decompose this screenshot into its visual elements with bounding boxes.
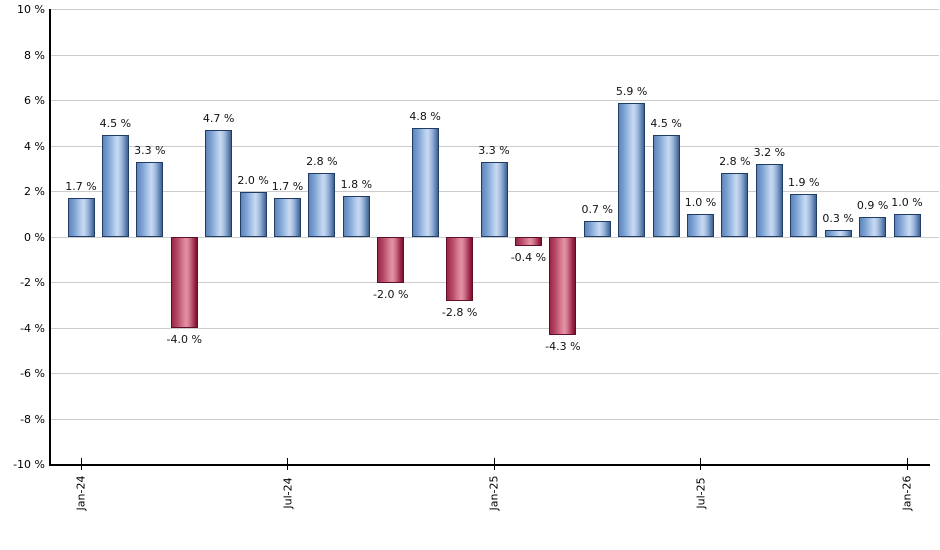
x-tick-mark [906, 458, 908, 470]
bar-positive [274, 198, 301, 237]
bar-positive [652, 134, 680, 237]
x-tick-label: Jan-25 [487, 475, 501, 511]
bar-negative [514, 237, 542, 247]
y-tick-label: 10 % [17, 3, 45, 16]
bar-value-label: -2.0 % [373, 287, 409, 301]
bar-value-label: 4.5 % [650, 116, 682, 130]
y-axis-line [48, 9, 51, 466]
bar-negative [549, 237, 577, 335]
x-tick-label: Jul-24 [281, 477, 294, 509]
y-tick-label: 6 % [24, 94, 45, 107]
bar-positive [859, 216, 887, 237]
gridline [50, 373, 939, 374]
gridline [50, 418, 939, 420]
bar-value-label: 1.7 % [271, 180, 304, 194]
x-axis-line [48, 464, 930, 466]
bar-positive [136, 161, 164, 237]
bar-value-label: -2.8 % [441, 305, 478, 319]
bar-value-label: 1.7 % [65, 180, 97, 194]
bar-value-label: 4.8 % [409, 109, 441, 123]
y-tick-label: -2 % [20, 276, 45, 289]
bar-value-label: -4.3 % [545, 339, 581, 353]
y-tick-label: 8 % [24, 48, 45, 62]
gridline [50, 145, 939, 147]
bar-positive [308, 173, 336, 237]
bar-value-label: 3.3 % [478, 143, 510, 157]
x-tick-mark [493, 458, 495, 470]
y-tick-label: -6 % [20, 367, 45, 380]
y-tick-label: -8 % [20, 412, 45, 426]
bar-negative [446, 237, 474, 301]
bar-value-label: -0.4 % [510, 251, 547, 265]
bar-positive [239, 191, 267, 237]
bar-positive [67, 198, 95, 237]
bar-value-label: 1.9 % [788, 175, 820, 189]
gridline [50, 327, 939, 329]
x-tick-label: Jan-26 [900, 475, 914, 511]
bar-value-label: 1.8 % [340, 178, 373, 192]
bar-value-label: 2.0 % [237, 173, 269, 187]
gridline [50, 236, 939, 238]
y-tick-label: -4 % [20, 321, 45, 335]
bar-positive [893, 214, 921, 237]
x-tick-label: Jan-24 [74, 475, 88, 511]
bar-positive [824, 230, 852, 237]
y-tick-label: -10 % [13, 458, 45, 471]
bar-positive [790, 193, 818, 237]
x-tick-mark [700, 458, 701, 470]
bar-positive [687, 214, 714, 237]
y-tick-label: 4 % [24, 139, 45, 153]
bar-value-label: 0.7 % [581, 203, 613, 217]
bar-value-label: 3.2 % [753, 146, 786, 160]
bar-value-label: 2.8 % [719, 155, 751, 169]
bar-value-label: -4.0 % [166, 333, 202, 346]
bar-positive [342, 196, 370, 237]
bar-positive [618, 102, 646, 237]
gridline [50, 54, 939, 56]
bar-negative [170, 237, 198, 328]
gridline [50, 100, 939, 101]
x-tick-mark [287, 458, 288, 470]
bar-positive [411, 127, 439, 237]
x-tick-label: Jul-25 [694, 477, 707, 509]
x-tick-mark [80, 458, 82, 470]
bar-positive [755, 164, 783, 237]
bar-positive [101, 134, 129, 237]
bar-value-label: 3.3 % [134, 143, 166, 157]
gridline [50, 282, 939, 283]
bar-value-label: 4.7 % [202, 112, 235, 126]
bar-value-label: 1.0 % [684, 196, 717, 210]
bar-positive [583, 221, 611, 237]
bar-value-label: 0.3 % [822, 212, 854, 226]
bar-value-label: 0.9 % [856, 198, 889, 212]
y-tick-label: 2 % [24, 185, 45, 198]
bar-negative [377, 237, 405, 283]
bar-value-label: 2.8 % [306, 155, 338, 169]
bar-positive [721, 173, 749, 237]
gridline [50, 9, 939, 10]
bar-value-label: 5.9 % [615, 84, 648, 98]
bar-value-label: 1.0 % [891, 196, 923, 210]
y-tick-label: 0 % [24, 230, 45, 244]
bar-positive [480, 161, 508, 237]
bar-positive [205, 130, 233, 237]
bar-value-label: 4.5 % [99, 116, 132, 130]
